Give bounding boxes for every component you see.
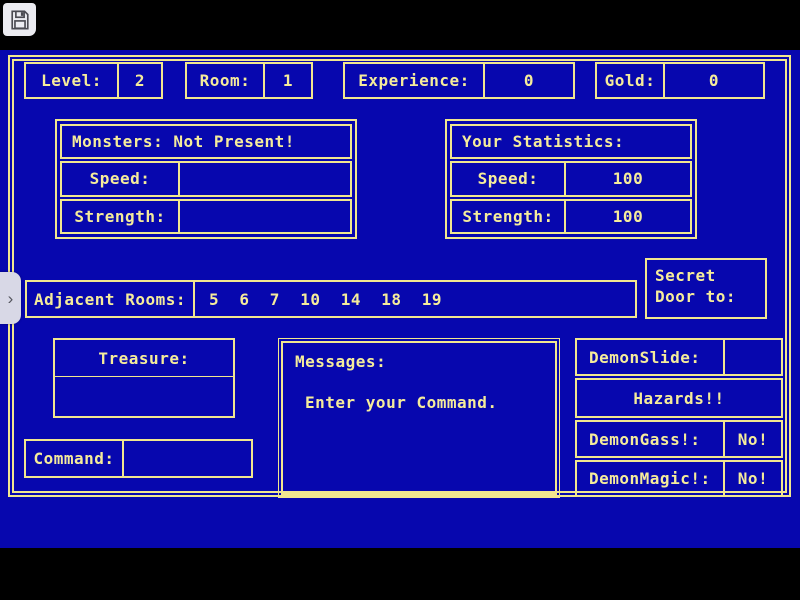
- treasure-content: [55, 377, 233, 416]
- player-strength-label: Strength:: [452, 200, 566, 232]
- monster-speed-label: Speed:: [62, 163, 180, 195]
- player-strength-row: Strength: 100: [450, 198, 692, 234]
- treasure-header: Treasure:: [55, 340, 233, 377]
- room-box: Room: 1: [185, 62, 313, 99]
- top-bar: [0, 0, 800, 50]
- demonslide-row: DemonSlide:: [575, 338, 783, 376]
- player-speed-value: 100: [612, 169, 644, 189]
- command-label: Command:: [26, 441, 124, 476]
- hazards-row: Hazards!!: [575, 378, 783, 418]
- secret-door-box: Secret Door to:: [645, 258, 767, 319]
- messages-box: Messages: Enter your Command.: [278, 338, 560, 498]
- treasure-box: Treasure:: [53, 338, 235, 418]
- experience-box: Experience: 0: [343, 62, 575, 99]
- level-label: Level:: [26, 64, 119, 97]
- side-drawer-handle[interactable]: ›: [0, 272, 21, 324]
- demonmagic-value: No!: [737, 469, 769, 488]
- gold-value: 0: [708, 71, 720, 90]
- monster-speed-value: [180, 163, 350, 194]
- monster-strength-value: [180, 201, 350, 232]
- monsters-header: Monsters: Not Present!: [60, 124, 352, 160]
- room-label: Room:: [187, 64, 265, 97]
- command-input[interactable]: [124, 441, 251, 476]
- monsters-panel: Monsters: Not Present! Speed: Strength:: [55, 119, 357, 239]
- demonmagic-label: DemonMagic!:: [577, 462, 725, 495]
- bottom-bar: [0, 548, 800, 600]
- messages-text: Enter your Command.: [305, 393, 498, 412]
- your-statistics-panel: Your Statistics: Speed: 100 Strength: 10…: [445, 119, 697, 239]
- demonslide-value: [725, 340, 781, 374]
- adjacent-rooms-values: 5 6 7 10 14 18 19: [209, 289, 443, 309]
- room-value: 1: [282, 71, 294, 90]
- monster-strength-row: Strength:: [60, 198, 352, 234]
- demongass-label: DemonGass!:: [577, 422, 725, 456]
- player-speed-row: Speed: 100: [450, 161, 692, 197]
- monster-strength-label: Strength:: [62, 200, 180, 232]
- chevron-right-icon: ›: [7, 288, 14, 308]
- adjacent-rooms-box: Adjacent Rooms: 5 6 7 10 14 18 19: [25, 280, 637, 318]
- gold-label: Gold:: [597, 64, 665, 97]
- monster-speed-row: Speed:: [60, 161, 352, 197]
- command-box: Command:: [24, 439, 253, 478]
- level-value: 2: [134, 71, 146, 90]
- level-box: Level: 2: [24, 62, 163, 99]
- experience-label: Experience:: [345, 64, 485, 97]
- secret-door-label: Secret Door to:: [655, 266, 737, 306]
- floppy-disk-icon: [10, 9, 29, 30]
- your-statistics-header: Your Statistics:: [450, 124, 692, 160]
- experience-value: 0: [523, 71, 535, 90]
- messages-inner-border: Messages: Enter your Command.: [281, 341, 557, 495]
- demonslide-label: DemonSlide:: [577, 340, 725, 374]
- player-speed-label: Speed:: [452, 163, 566, 195]
- player-strength-value: 100: [612, 206, 644, 226]
- messages-header: Messages:: [295, 352, 387, 371]
- hazards-header: Hazards!!: [633, 388, 725, 408]
- gold-box: Gold: 0: [595, 62, 765, 99]
- demongass-value: No!: [737, 429, 769, 449]
- adjacent-rooms-label: Adjacent Rooms:: [27, 282, 195, 316]
- demongass-row: DemonGass!: No!: [575, 420, 783, 458]
- demonmagic-row: DemonMagic!: No!: [575, 460, 783, 497]
- save-button[interactable]: [3, 3, 36, 36]
